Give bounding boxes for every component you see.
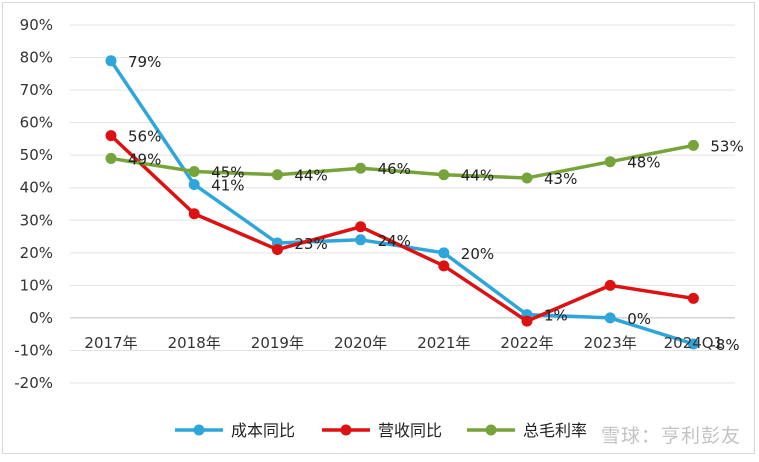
- legend-swatch-marker: [340, 424, 352, 436]
- x-tick-label: 2024Q1: [664, 334, 724, 352]
- x-axis-tick-labels: 2017年 2018年 2019年 2020年 2021年 2022年 2023年 2024Q…: [84, 334, 723, 352]
- y-tick-label: -10%: [14, 341, 53, 359]
- data-point: [355, 221, 367, 233]
- data-label: 1%: [544, 307, 568, 325]
- data-label: 43%: [544, 170, 577, 188]
- data-point: [687, 292, 699, 304]
- data-point: [438, 260, 450, 272]
- data-label: 79%: [128, 53, 161, 71]
- data-point: [188, 165, 200, 177]
- y-tick-label: 30%: [20, 211, 53, 229]
- legend: 成本同比 营收同比 总毛利率: [175, 421, 587, 440]
- legend-label: 成本同比: [231, 421, 295, 440]
- x-tick-label: 2019年: [251, 334, 304, 352]
- x-tick-label: 2021年: [417, 334, 470, 352]
- data-point: [105, 130, 117, 142]
- grid-lines: [70, 24, 735, 384]
- data-label: 48%: [627, 154, 660, 172]
- data-label: 53%: [710, 137, 743, 155]
- y-tick-label: 40%: [20, 179, 53, 197]
- data-label: 20%: [461, 245, 494, 263]
- data-point: [604, 156, 616, 168]
- data-point: [521, 172, 533, 184]
- x-tick-label: 2022年: [500, 334, 553, 352]
- data-label: 0%: [627, 310, 651, 328]
- data-point: [687, 139, 699, 151]
- data-label: 24%: [378, 232, 411, 250]
- data-point: [355, 162, 367, 174]
- legend-swatch-marker: [193, 424, 205, 436]
- data-point: [105, 152, 117, 164]
- data-point: [271, 169, 283, 181]
- data-point: [521, 315, 533, 327]
- data-point: [604, 279, 616, 291]
- y-axis-tick-labels: 90% 80% 70% 60% 50% 40% 30% 20% 10% 0% -10% -20%: [14, 16, 53, 392]
- y-tick-label: 80%: [20, 49, 53, 67]
- data-label: 56%: [128, 128, 161, 146]
- data-point: [355, 234, 367, 246]
- data-point: [188, 178, 200, 190]
- data-point: [188, 208, 200, 220]
- x-tick-label: 2020年: [334, 334, 387, 352]
- data-label: -8%: [710, 336, 739, 354]
- y-tick-label: 50%: [20, 146, 53, 164]
- series-lines: [105, 55, 699, 350]
- data-point: [271, 244, 283, 256]
- data-point: [687, 338, 699, 350]
- data-label: 45%: [211, 163, 244, 181]
- data-label: 44%: [294, 167, 327, 185]
- y-tick-label: -20%: [14, 374, 53, 392]
- y-tick-label: 70%: [20, 81, 53, 99]
- data-label: 49%: [128, 150, 161, 168]
- series-line: [109, 134, 694, 323]
- y-tick-label: 20%: [20, 244, 53, 262]
- x-tick-label: 2017年: [84, 334, 137, 352]
- data-label: 23%: [294, 235, 327, 253]
- data-label: 46%: [378, 160, 411, 178]
- y-tick-label: 0%: [29, 309, 53, 327]
- y-tick-label: 10%: [20, 276, 53, 294]
- y-tick-label: 60%: [20, 114, 53, 132]
- watermark: 雪球：亨利彭友: [600, 425, 741, 447]
- data-point: [438, 247, 450, 259]
- legend-label: 总毛利率: [523, 421, 587, 440]
- data-label: 44%: [461, 167, 494, 185]
- legend-label: 营收同比: [378, 421, 442, 440]
- data-labels: 79% 41% 23% 24% 20% 1% 0% -8% 56% 49% 45% 44% 46% 44%…: [128, 53, 744, 354]
- series-line: [109, 59, 694, 346]
- data-point: [438, 169, 450, 181]
- y-tick-label: 90%: [20, 16, 53, 34]
- x-tick-label: 2023年: [584, 334, 637, 352]
- data-label: 41%: [211, 176, 244, 194]
- legend-swatch-marker: [485, 424, 497, 436]
- series-line: [110, 143, 694, 180]
- data-point: [604, 312, 616, 324]
- data-point: [105, 55, 117, 67]
- x-tick-label: 2018年: [168, 334, 221, 352]
